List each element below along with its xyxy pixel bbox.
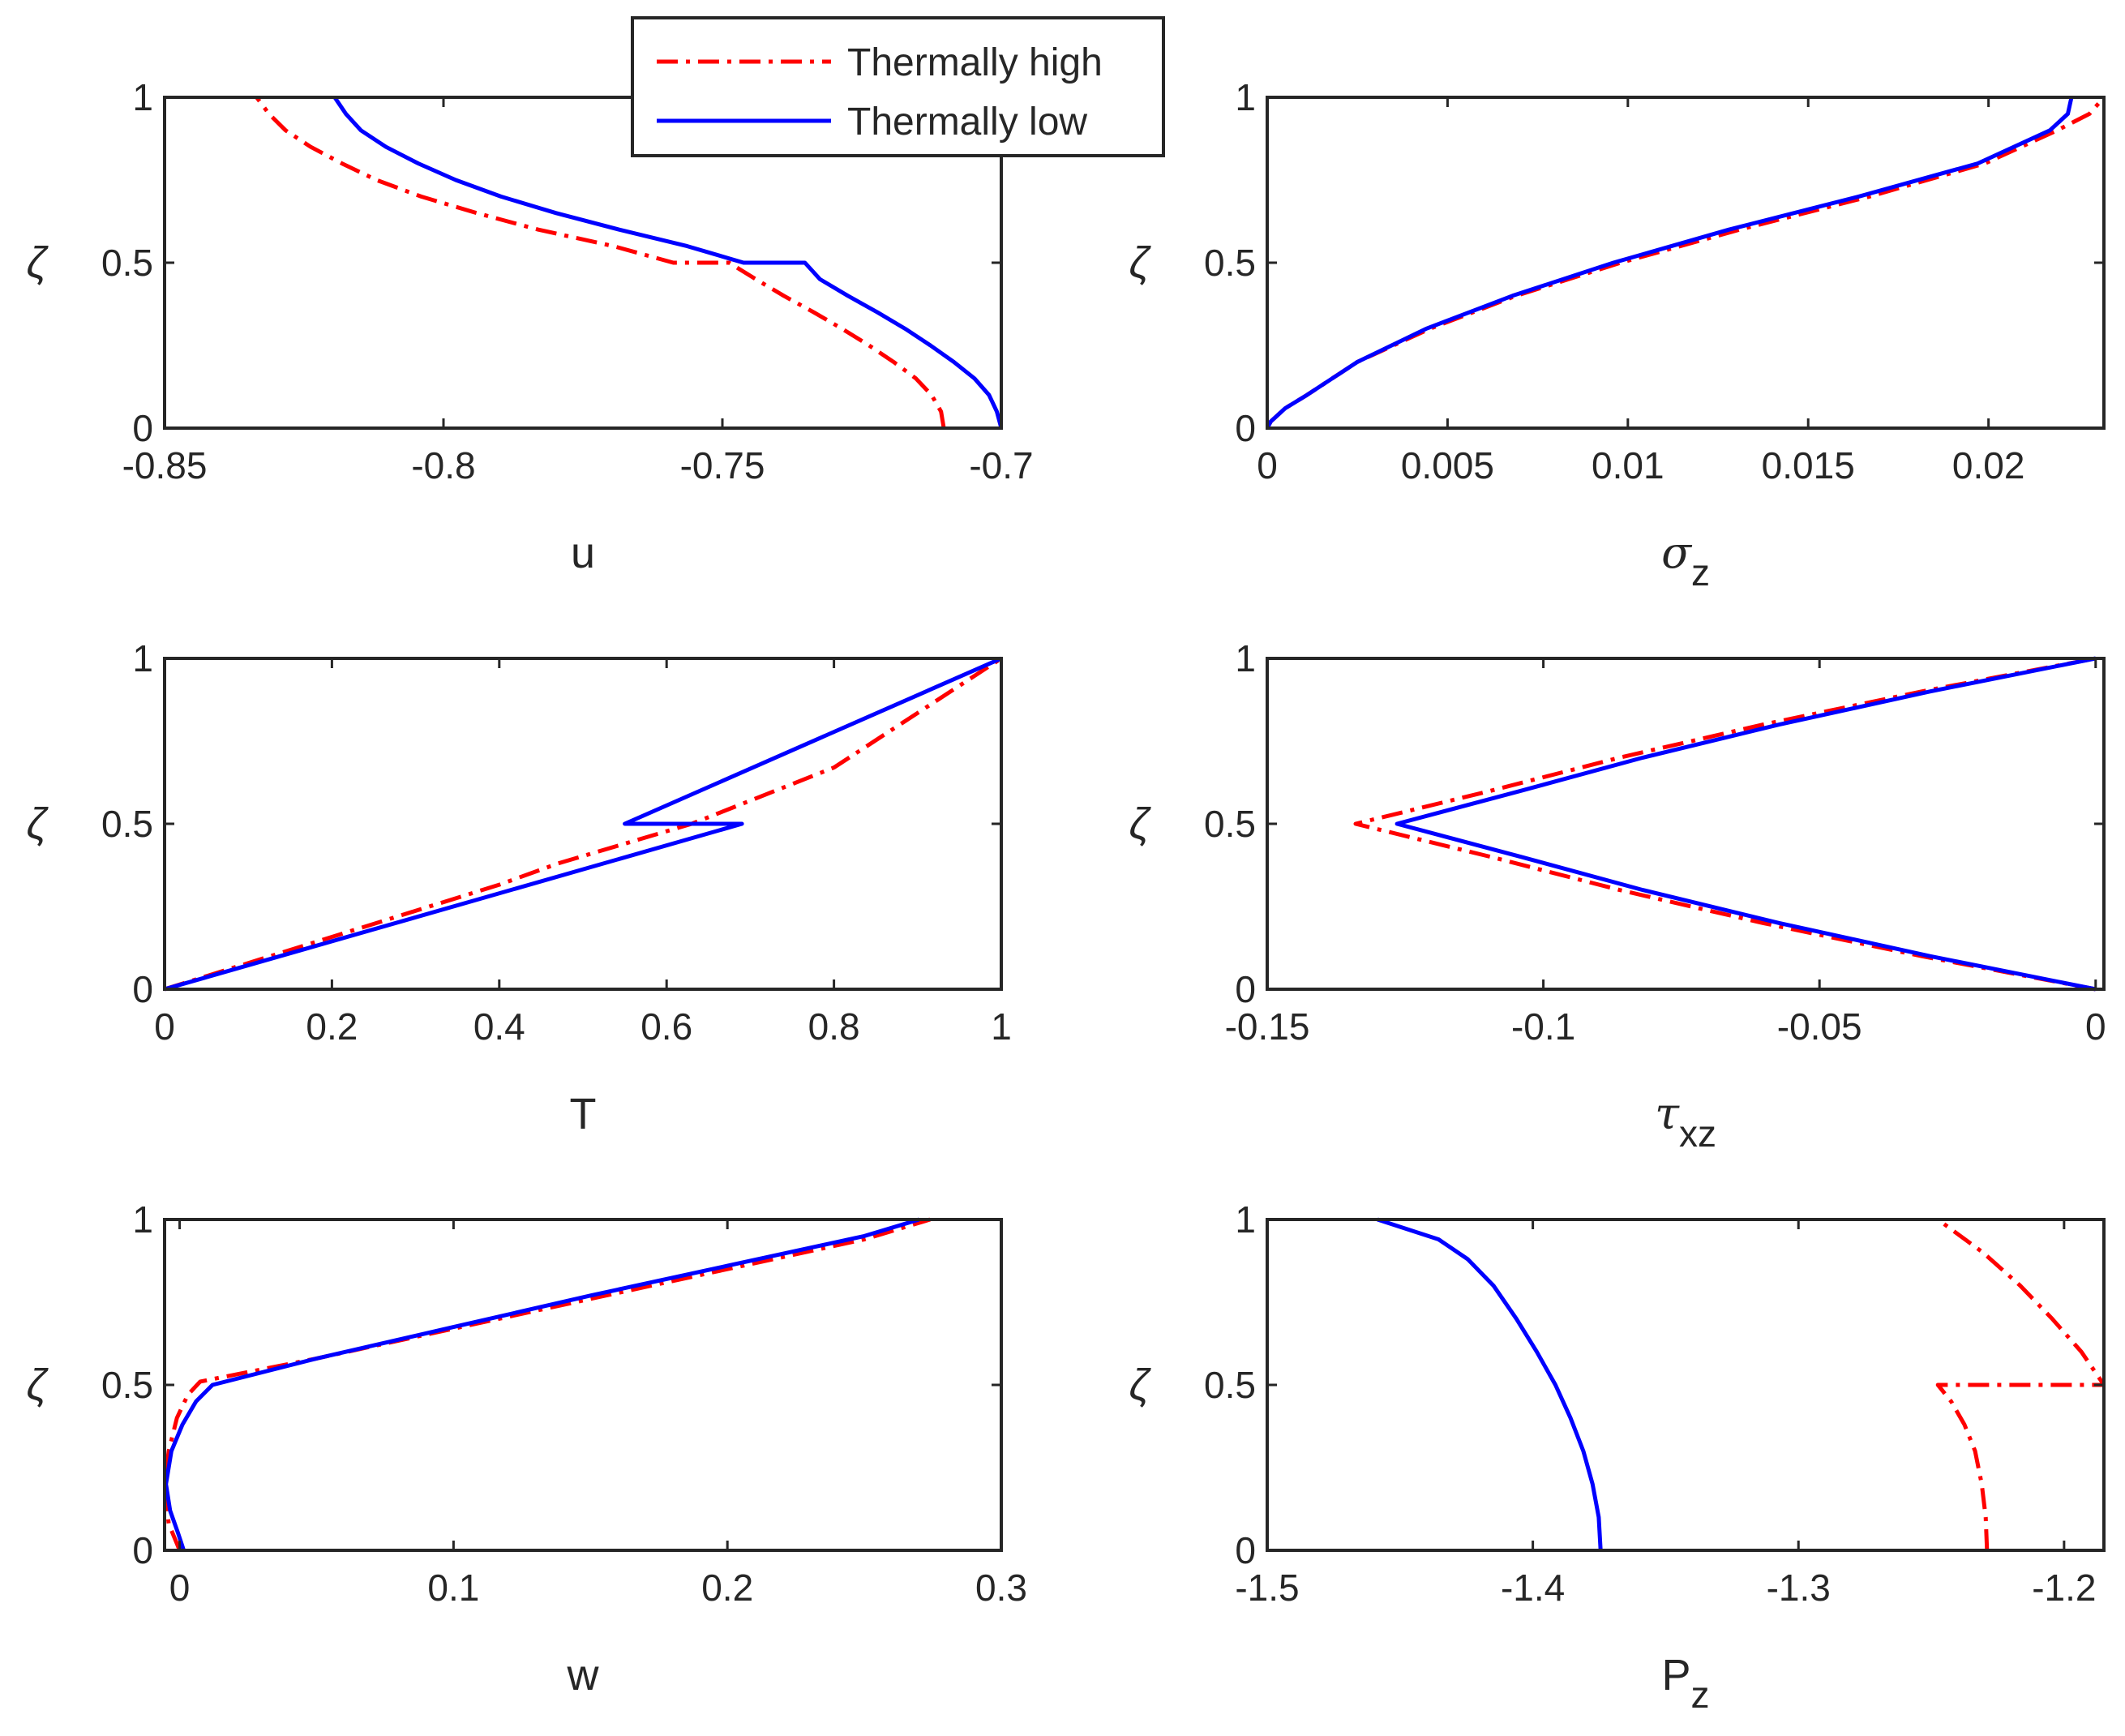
x-tick-label: -0.05 — [1777, 1005, 1862, 1048]
x-tick-label: 0.4 — [473, 1005, 525, 1048]
x-axis-label-main: P — [1661, 1651, 1690, 1700]
panel-sigma-z: 0 0.005 0.01 0.015 0.02 0 0.5 1 ζ σz — [1129, 76, 2106, 594]
x-axis-label-main: T — [570, 1090, 597, 1138]
y-axis-label: ζ — [1129, 1361, 1151, 1409]
x-axis-label-main: u — [571, 529, 595, 577]
y-tick-label: 0.5 — [101, 242, 153, 284]
y-tick-label: 1 — [1235, 76, 1256, 118]
panel-T: 0 0.2 0.4 0.6 0.8 1 0 0.5 1 ζ T — [26, 637, 1011, 1138]
x-tick-label: -1.2 — [2032, 1567, 2096, 1609]
y-tick-label: 0.5 — [1204, 1364, 1256, 1406]
y-tick-label: 1 — [1235, 637, 1256, 679]
x-tick-label: 0 — [169, 1567, 191, 1609]
x-axis-label-subscript: z — [1691, 1674, 1710, 1716]
series-thermally-low-line — [165, 656, 1001, 992]
series-thermally-high-line — [1935, 1217, 2104, 1551]
x-tick-label: 0.6 — [640, 1005, 692, 1048]
y-tick-label: 0 — [1235, 1529, 1256, 1571]
y-tick-label: 0.5 — [1204, 803, 1256, 845]
series-thermally-high-line — [255, 96, 946, 429]
x-tick-label: 0.1 — [427, 1567, 479, 1609]
x-axis-label: w — [567, 1651, 600, 1700]
y-tick-label: 1 — [1235, 1198, 1256, 1241]
y-axis-label: ζ — [1129, 799, 1151, 848]
y-tick-label: 0 — [132, 407, 153, 449]
series-thermally-high-line — [165, 1217, 931, 1551]
y-tick-label: 0.5 — [1204, 242, 1256, 284]
x-axis-label: u — [571, 529, 595, 577]
series-thermally-low-line — [165, 1217, 920, 1551]
x-tick-label: -0.7 — [969, 444, 1033, 487]
x-tick-label: 0 — [154, 1005, 175, 1048]
x-tick-label: 0.015 — [1762, 444, 1855, 487]
legend-label-thermally-low: Thermally low — [847, 101, 1087, 144]
series-thermally-low-line — [332, 96, 1001, 429]
y-axis-label: ζ — [26, 799, 49, 848]
legend: Thermally high Thermally low — [631, 16, 1165, 157]
y-tick-label: 1 — [132, 637, 153, 679]
x-tick-label: 0 — [2085, 1005, 2106, 1048]
panel-tau-xz: -0.15 -0.1 -0.05 0 0 0.5 1 ζ τxz — [1129, 637, 2106, 1155]
x-axis-label-main: σ — [1661, 527, 1693, 578]
y-tick-label: 0 — [1235, 968, 1256, 1010]
x-tick-label: 0.005 — [1401, 444, 1494, 487]
x-tick-label: -0.1 — [1511, 1005, 1575, 1048]
series-thermally-low-line — [1395, 656, 2097, 992]
x-tick-label: -1.5 — [1235, 1567, 1299, 1609]
x-tick-label: -1.3 — [1767, 1567, 1831, 1609]
x-axis-label: τxz — [1655, 1088, 1716, 1155]
y-axis-label: ζ — [26, 1361, 49, 1409]
x-axis-label-subscript: xz — [1679, 1112, 1716, 1155]
y-tick-label: 0 — [1235, 407, 1256, 449]
x-axis-label: T — [570, 1090, 597, 1138]
x-tick-label: 1 — [991, 1005, 1012, 1048]
series-thermally-high-line — [1353, 656, 2097, 992]
x-tick-label: -0.75 — [680, 444, 765, 487]
x-tick-label: -1.4 — [1501, 1567, 1565, 1609]
x-tick-label: 0.01 — [1592, 444, 1664, 487]
series-thermally-high-line — [165, 656, 1001, 992]
y-tick-label: 0.5 — [101, 803, 153, 845]
x-tick-label: 0.2 — [701, 1567, 753, 1609]
x-axis-label-main: w — [567, 1651, 600, 1700]
x-tick-label: 0 — [1257, 444, 1278, 487]
legend-box — [631, 16, 1165, 157]
x-tick-label: 0.2 — [306, 1005, 358, 1048]
x-axis-label-main: τ — [1655, 1088, 1680, 1139]
x-tick-label: 0.02 — [1952, 444, 2025, 487]
x-tick-label: -0.15 — [1225, 1005, 1310, 1048]
x-axis-label-subscript: z — [1691, 551, 1710, 594]
x-tick-label: -0.8 — [411, 444, 475, 487]
legend-label-thermally-high: Thermally high — [847, 41, 1103, 84]
x-axis-label: Pz — [1661, 1651, 1709, 1716]
y-tick-label: 1 — [132, 1198, 153, 1241]
x-tick-label: 0.3 — [975, 1567, 1027, 1609]
x-tick-label: -0.85 — [122, 444, 208, 487]
y-axis-label: ζ — [26, 238, 49, 287]
x-tick-label: 0.8 — [808, 1005, 860, 1048]
y-tick-label: 1 — [132, 76, 153, 118]
y-tick-label: 0.5 — [101, 1364, 153, 1406]
panel-P-z: -1.5 -1.4 -1.3 -1.2 0 0.5 1 ζ Pz — [1129, 1198, 2106, 1716]
x-axis-label: σz — [1661, 527, 1710, 594]
panel-w: 0 0.1 0.2 0.3 0 0.5 1 ζ w — [26, 1198, 1026, 1700]
y-tick-label: 0 — [132, 968, 153, 1010]
panel-u: -0.85 -0.8 -0.75 -0.7 0 0.5 1 ζ u — [26, 76, 1033, 577]
y-tick-label: 0 — [132, 1529, 153, 1571]
series-thermally-low-line — [1267, 96, 2074, 430]
series-thermally-low-line — [1377, 1217, 1603, 1551]
y-axis-label: ζ — [1129, 238, 1151, 287]
